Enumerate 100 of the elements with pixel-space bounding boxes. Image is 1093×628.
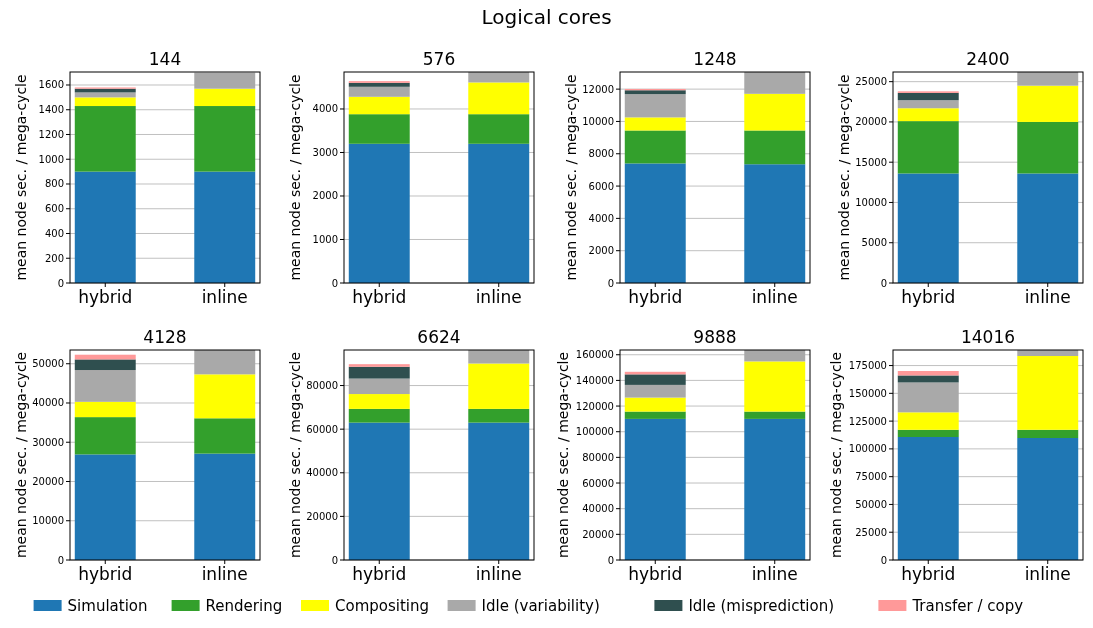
bar	[74, 97, 136, 107]
bar	[744, 93, 806, 131]
y-axis-title: mean node sec. / mega-cycle	[13, 74, 29, 281]
bar	[1017, 356, 1079, 430]
y-tick-label: 25000	[855, 526, 887, 538]
bar	[897, 412, 959, 430]
x-tick-label: inline	[1024, 564, 1071, 584]
y-tick-label: 1600	[38, 79, 64, 91]
bar	[348, 114, 410, 144]
y-tick-label: 80000	[306, 380, 338, 392]
chart-title: 2400	[966, 49, 1010, 69]
bar	[744, 411, 806, 419]
y-axis-title: mean node sec. / mega-cycle	[563, 74, 579, 281]
y-tick-label: 150000	[848, 387, 887, 399]
y-tick-label: 3000	[312, 146, 338, 158]
bar	[897, 173, 959, 283]
bar	[744, 164, 806, 283]
x-tick-label: hybrid	[628, 287, 683, 307]
y-tick-label: 120000	[575, 400, 614, 412]
chart-title: 576	[422, 49, 456, 69]
bar	[74, 454, 136, 560]
y-tick-label: 6000	[588, 180, 614, 192]
y-tick-label: 125000	[848, 415, 887, 427]
y-tick-label: 0	[607, 277, 614, 289]
y-tick-label: 10000	[582, 115, 614, 127]
bar	[1017, 173, 1079, 283]
y-tick-label: 15000	[855, 156, 887, 168]
y-tick-label: 40000	[32, 397, 64, 409]
legend-label: Simulation	[67, 597, 148, 616]
bar	[1017, 121, 1079, 174]
y-tick-label: 1000	[38, 153, 64, 165]
bar	[348, 366, 410, 379]
y-tick-label: 30000	[32, 436, 64, 448]
x-tick-label: inline	[751, 564, 798, 584]
y-tick-label: 8000	[588, 148, 614, 160]
bar	[897, 100, 959, 109]
y-tick-label: 0	[57, 554, 64, 566]
y-tick-label: 20000	[32, 476, 64, 487]
y-tick-label: 200	[44, 252, 64, 264]
bar	[194, 374, 256, 419]
bar	[897, 92, 959, 101]
y-tick-label: 20000	[306, 510, 338, 522]
x-tick-label: inline	[475, 287, 522, 307]
bar	[348, 96, 410, 115]
bar	[624, 163, 686, 283]
bar	[348, 364, 410, 367]
chart-title: 6624	[417, 327, 461, 347]
bar	[468, 114, 530, 144]
x-tick-label: hybrid	[901, 287, 956, 307]
bar	[468, 143, 530, 283]
bar	[348, 408, 410, 423]
y-tick-label: 0	[607, 554, 614, 566]
x-tick-label: inline	[1024, 287, 1071, 307]
x-tick-label: inline	[751, 287, 798, 307]
y-tick-label: 4000	[588, 212, 614, 224]
y-tick-label: 2000	[588, 245, 614, 257]
bar	[468, 82, 530, 115]
chart-title: 1248	[693, 49, 737, 69]
legend-label: Idle (variability)	[481, 597, 600, 616]
bar	[348, 143, 410, 283]
bar	[624, 90, 686, 95]
y-axis-title: mean node sec. / mega-cycle	[828, 351, 844, 559]
y-tick-label: 2000	[312, 190, 338, 202]
bar	[74, 106, 136, 172]
x-tick-label: hybrid	[78, 564, 133, 584]
y-tick-label: 0	[331, 554, 338, 566]
y-tick-label: 50000	[32, 358, 64, 370]
bar	[1017, 438, 1079, 560]
chart-title: 14016	[960, 327, 1016, 347]
bar	[194, 88, 256, 107]
bar	[468, 350, 530, 364]
y-tick-label: 10000	[855, 196, 887, 208]
bar	[1017, 429, 1079, 438]
y-axis-title: mean node sec. / mega-cycle	[836, 74, 852, 281]
bar	[74, 417, 136, 455]
bar	[74, 92, 136, 98]
bar	[74, 359, 136, 371]
bar	[468, 408, 530, 423]
bar	[897, 429, 959, 437]
y-tick-label: 4000	[312, 103, 338, 115]
x-tick-label: inline	[475, 564, 522, 584]
y-tick-label: 0	[57, 277, 64, 289]
y-tick-label: 800	[44, 178, 64, 190]
y-tick-label: 100000	[848, 443, 887, 455]
bar	[348, 82, 410, 87]
bar	[624, 130, 686, 164]
text: Logical cores	[481, 5, 612, 29]
y-tick-label: 140000	[575, 374, 614, 386]
legend-label: Transfer / copy	[911, 597, 1024, 616]
bar	[194, 418, 256, 454]
bar	[897, 375, 959, 383]
y-tick-label: 10000	[32, 515, 64, 527]
y-tick-label: 40000	[582, 503, 614, 515]
y-tick-label: 175000	[848, 360, 887, 372]
y-axis-title: mean node sec. / mega-cycle	[287, 74, 303, 281]
y-tick-label: 60000	[582, 477, 614, 489]
bar	[624, 117, 686, 131]
y-tick-label: 0	[880, 277, 887, 289]
legend-label: Rendering	[205, 597, 283, 616]
y-tick-label: 12000	[582, 83, 614, 95]
